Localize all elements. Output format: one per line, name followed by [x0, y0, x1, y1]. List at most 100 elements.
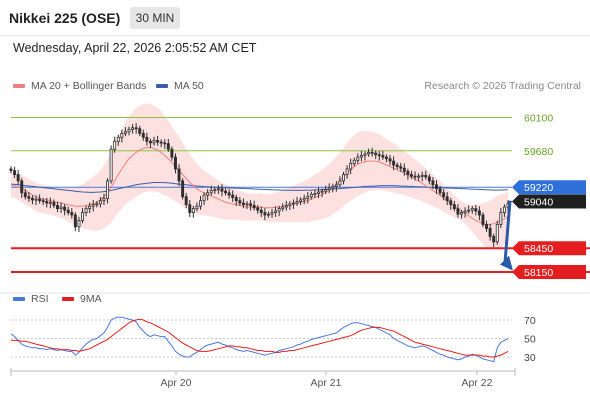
candle-body [477, 210, 481, 216]
candle-body [292, 202, 295, 205]
candle [141, 129, 145, 141]
candle-body [20, 180, 24, 194]
candle-body [417, 175, 421, 178]
moving-averages [10, 147, 509, 225]
candle [281, 203, 285, 212]
candle [334, 181, 338, 192]
candle-body [59, 206, 63, 210]
candle [170, 146, 174, 161]
candle-body [213, 189, 217, 192]
candle-body [492, 235, 496, 243]
candle [206, 189, 210, 201]
candle [274, 206, 278, 217]
bollinger-band-area [11, 103, 508, 249]
candle [356, 153, 360, 164]
candle [220, 184, 224, 197]
x-axis: Apr 20 Apr 21 Apr 22 [10, 368, 516, 389]
candle [324, 185, 328, 194]
candle [48, 197, 52, 209]
candle-body [224, 190, 227, 194]
candle [495, 220, 499, 245]
rsi-ma-line [11, 318, 509, 358]
candle-body [188, 204, 192, 213]
candle-body [392, 160, 396, 166]
candle-body [27, 196, 31, 199]
candle-body [449, 200, 453, 206]
candle [256, 205, 260, 214]
candles [9, 123, 510, 248]
candle-body [377, 154, 381, 157]
timeframe-button[interactable]: 30 MIN [130, 7, 180, 29]
candle-body [216, 188, 220, 191]
candle-body [309, 193, 313, 198]
candle [188, 199, 192, 217]
candle [456, 203, 460, 218]
candle-body [502, 206, 506, 213]
datetime-label: Wednesday, April 22, 2026 2:05:52 AM CET [13, 41, 257, 55]
candle-body [209, 189, 213, 194]
candle-body [481, 214, 485, 225]
candle-body [120, 132, 124, 138]
candle [399, 162, 403, 172]
candle [9, 166, 13, 174]
candle [181, 178, 185, 200]
candle [309, 191, 313, 200]
candle-body [9, 168, 13, 171]
candle [463, 207, 467, 218]
candle [377, 151, 381, 161]
candle [338, 176, 342, 188]
rsi-level-label-50: 50 [524, 334, 536, 346]
candle [427, 174, 431, 185]
level-labels: 60100 59680 59220 59040 58450 58150 [512, 113, 586, 279]
candle-body [438, 188, 442, 194]
candle-body [73, 214, 77, 228]
candle-body [331, 186, 335, 189]
candle [127, 126, 131, 136]
candle [66, 206, 70, 216]
candle-body [431, 180, 435, 186]
candle-body [127, 128, 131, 133]
candle [120, 129, 124, 143]
candle [159, 139, 163, 148]
candle-body [141, 132, 145, 138]
rsi-swatch-icon [13, 297, 25, 301]
candle-body [234, 197, 238, 202]
candle [231, 190, 235, 202]
candle-body [170, 148, 174, 158]
candle-body [470, 208, 474, 211]
candle [417, 173, 421, 182]
candle-body [191, 208, 195, 213]
candle [345, 165, 349, 179]
candle [116, 134, 120, 146]
candle-body [420, 174, 424, 177]
candle-body [313, 193, 317, 195]
candle [295, 196, 299, 206]
candle-body [38, 198, 42, 202]
candle [238, 196, 242, 206]
candle [381, 150, 385, 160]
candle-body [41, 200, 45, 203]
x-tick-label: Apr 20 [161, 377, 192, 389]
candle [266, 211, 270, 218]
candle-body [13, 170, 17, 175]
candle [145, 132, 149, 146]
level-label-58150-tag [512, 265, 586, 279]
candle-body [199, 200, 202, 207]
candle [317, 187, 320, 198]
rsi-line [10, 316, 509, 363]
candle-body [299, 199, 303, 202]
candle [370, 147, 374, 157]
candle [306, 192, 310, 204]
candle-body [238, 200, 242, 204]
candle [252, 200, 256, 211]
candle [460, 209, 463, 219]
candle [470, 205, 474, 214]
candle [499, 207, 503, 229]
x-tick-label: Apr 22 [462, 377, 493, 389]
candle-body [249, 203, 253, 206]
price-levels [11, 117, 590, 273]
candle [245, 201, 249, 210]
candle [263, 207, 267, 221]
candle [123, 127, 127, 137]
candle-body [148, 140, 152, 144]
